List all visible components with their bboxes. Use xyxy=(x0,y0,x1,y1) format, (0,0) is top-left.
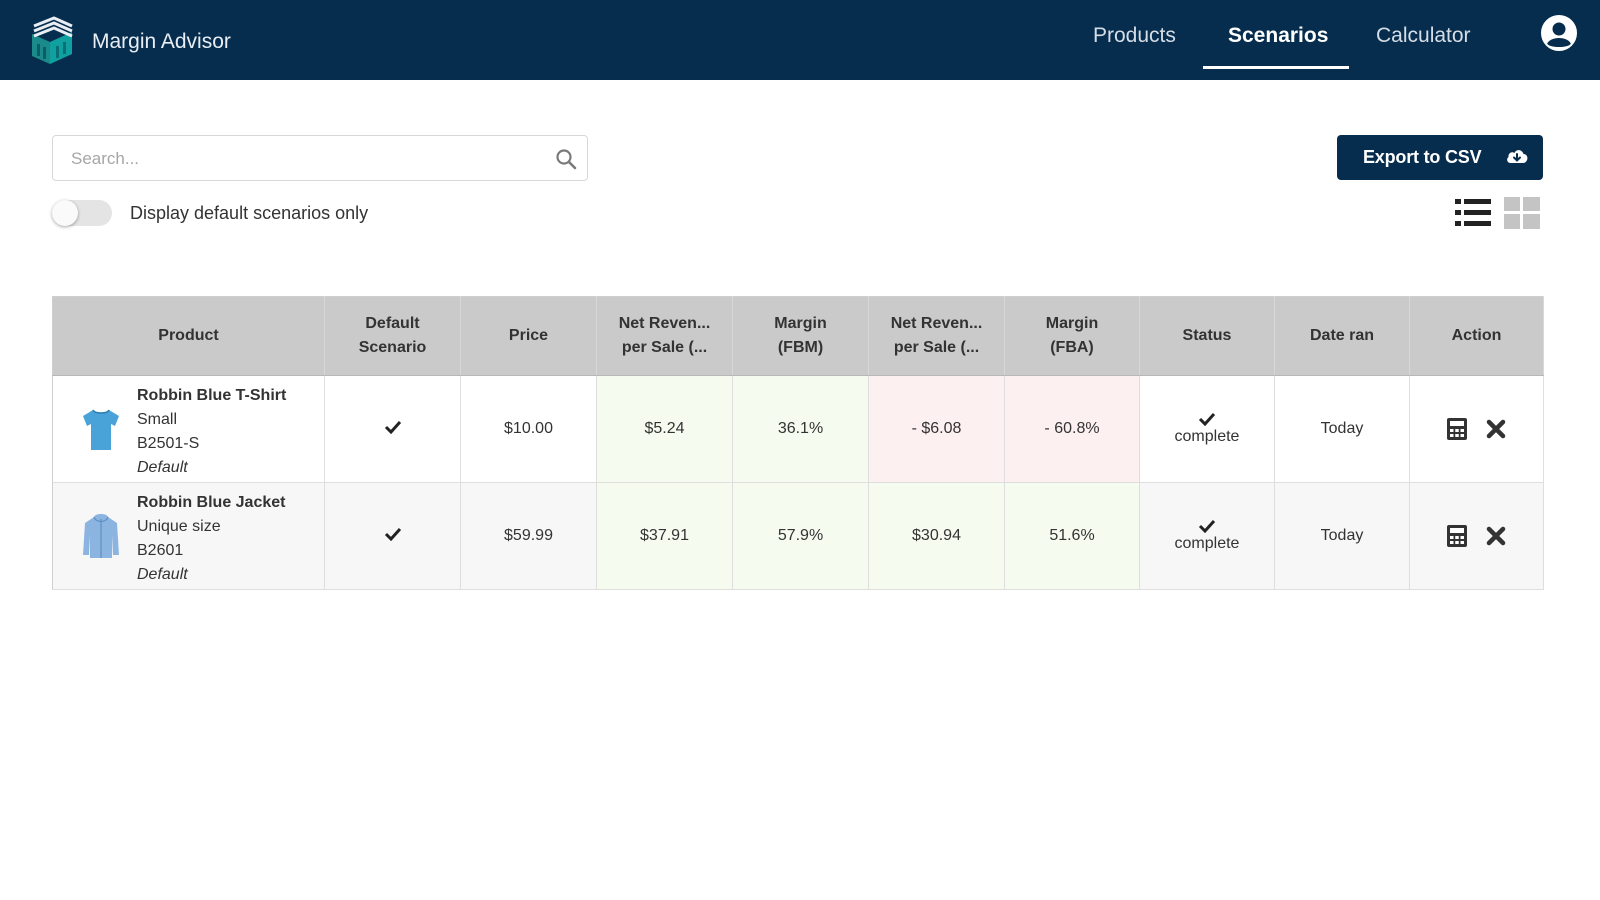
active-tab-indicator xyxy=(1203,66,1349,69)
grid-view-icon[interactable] xyxy=(1504,197,1540,229)
col-net-revenue-fba[interactable]: Net Reven... per Sale (... xyxy=(868,296,1005,376)
toggle-knob xyxy=(52,200,78,226)
table-row[interactable]: Robbin Blue T-Shirt Small B2501-S Defaul… xyxy=(52,375,1544,483)
col-margin-fba[interactable]: Margin (FBA) xyxy=(1004,296,1140,376)
col-action: Action xyxy=(1409,296,1544,376)
export-label: Export to CSV xyxy=(1363,147,1482,167)
tshirt-thumbnail-icon xyxy=(83,409,119,450)
table-header-row: Product Default Scenario Price Net Reven.… xyxy=(52,296,1544,376)
table-row[interactable]: Robbin Blue Jacket Unique size B2601 Def… xyxy=(52,482,1544,590)
user-circle-icon[interactable] xyxy=(1540,14,1578,52)
close-icon[interactable] xyxy=(1485,524,1507,548)
net-revenue-fbm-cell: $37.91 xyxy=(596,482,733,590)
status-text: complete xyxy=(1174,535,1240,552)
net-revenue-fba-cell: $30.94 xyxy=(868,482,1005,590)
export-csv-button[interactable]: Export to CSV xyxy=(1337,135,1543,180)
margin-fba-cell: - 60.8% xyxy=(1004,375,1140,483)
nav-calculator[interactable]: Calculator xyxy=(1376,24,1471,47)
product-name[interactable]: Robbin Blue T-Shirt xyxy=(137,387,287,404)
net-revenue-fbm-cell: $5.24 xyxy=(596,375,733,483)
margin-fbm-cell: 36.1% xyxy=(732,375,869,483)
product-sku: B2501-S xyxy=(137,435,200,452)
price-cell: $59.99 xyxy=(460,482,597,590)
default-cell xyxy=(324,482,461,590)
action-cell xyxy=(1409,482,1544,590)
top-navbar: Margin Advisor Products Scenarios Calcul… xyxy=(0,0,1600,80)
col-status[interactable]: Status xyxy=(1139,296,1275,376)
toggle-label: Display default scenarios only xyxy=(130,203,369,223)
product-size: Small xyxy=(137,411,178,428)
nav-products[interactable]: Products xyxy=(1093,24,1176,47)
jacket-thumbnail-icon xyxy=(83,514,119,558)
search-input[interactable] xyxy=(69,146,533,172)
scenarios-table: Product Default Scenario Price Net Reven.… xyxy=(52,296,1544,590)
box-stack-logo-icon[interactable] xyxy=(28,14,76,64)
check-icon xyxy=(384,527,401,541)
product-sku: B2601 xyxy=(137,542,184,559)
search-box xyxy=(52,135,588,181)
check-icon xyxy=(1198,519,1216,533)
nav-scenarios[interactable]: Scenarios xyxy=(1228,24,1329,47)
list-view-icon[interactable] xyxy=(1455,197,1491,229)
scenario-name: Default xyxy=(137,459,188,476)
col-default-scenario[interactable]: Default Scenario xyxy=(324,296,461,376)
product-size: Unique size xyxy=(137,518,221,535)
check-icon xyxy=(384,420,401,434)
product-name[interactable]: Robbin Blue Jacket xyxy=(137,494,286,511)
margin-fba-cell: 51.6% xyxy=(1004,482,1140,590)
col-price[interactable]: Price xyxy=(460,296,597,376)
col-margin-fbm[interactable]: Margin (FBM) xyxy=(732,296,869,376)
search-icon[interactable] xyxy=(555,148,577,170)
margin-fbm-cell: 57.9% xyxy=(732,482,869,590)
product-cell: Robbin Blue T-Shirt Small B2501-S Defaul… xyxy=(52,375,325,483)
close-icon[interactable] xyxy=(1485,417,1507,441)
app-title: Margin Advisor xyxy=(92,30,231,53)
date-cell: Today xyxy=(1274,482,1410,590)
status-cell: complete xyxy=(1139,482,1275,590)
action-cell xyxy=(1409,375,1544,483)
price-cell: $10.00 xyxy=(460,375,597,483)
date-cell: Today xyxy=(1274,375,1410,483)
col-net-revenue-fbm[interactable]: Net Reven... per Sale (... xyxy=(596,296,733,376)
scenario-name: Default xyxy=(137,566,188,583)
default-cell xyxy=(324,375,461,483)
status-cell: complete xyxy=(1139,375,1275,483)
col-product[interactable]: Product xyxy=(52,296,325,376)
default-scenarios-toggle[interactable] xyxy=(52,200,112,226)
calculator-icon[interactable] xyxy=(1446,417,1468,441)
product-cell: Robbin Blue Jacket Unique size B2601 Def… xyxy=(52,482,325,590)
col-date-ran[interactable]: Date ran xyxy=(1274,296,1410,376)
calculator-icon[interactable] xyxy=(1446,524,1468,548)
check-icon xyxy=(1198,412,1216,426)
cloud-download-icon xyxy=(1507,150,1528,163)
net-revenue-fba-cell: - $6.08 xyxy=(868,375,1005,483)
status-text: complete xyxy=(1174,428,1240,445)
